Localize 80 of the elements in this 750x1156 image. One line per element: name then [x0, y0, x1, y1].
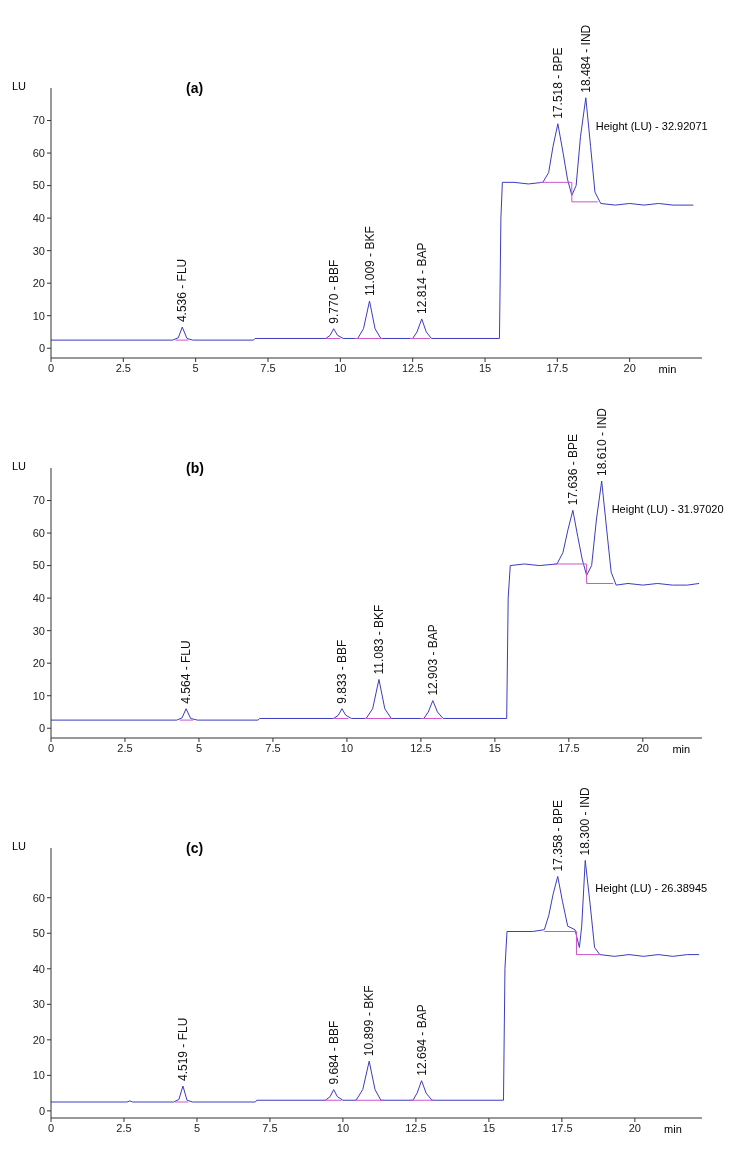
y-tick-label: 0	[38, 722, 45, 735]
y-axis-title: LU	[12, 460, 27, 472]
y-tick-label: 10	[32, 1069, 45, 1082]
annotation: 11.083 - BKF	[371, 604, 386, 675]
x-tick-label: 12.5	[410, 741, 432, 754]
x-tick-label: 0	[47, 361, 55, 374]
x-tick-label: 2.5	[117, 741, 133, 754]
annotation: 4.519 - FLU	[175, 1017, 190, 1082]
y-tick-label: 0	[38, 1104, 45, 1117]
annotation: 10.899 - BKF	[362, 985, 377, 1057]
annotation: 9.770 - BBF	[326, 259, 341, 324]
y-tick-label: 60	[32, 146, 45, 159]
y-tick-label: 20	[32, 1033, 45, 1046]
y-tick-label: 40	[32, 592, 45, 605]
annotation: Height (LU) - 32.92071	[595, 119, 708, 132]
y-tick-label: 50	[32, 559, 45, 572]
annotation: 11.009 - BKF	[362, 226, 377, 297]
annotation: 18.610 - IND	[594, 407, 609, 477]
y-tick-label: 0	[38, 342, 45, 355]
annotation: 4.536 - FLU	[175, 258, 190, 323]
x-tick-label: 2.5	[115, 361, 131, 374]
x-tick-label: 15	[478, 361, 492, 374]
y-tick-label: 10	[32, 689, 45, 702]
x-tick-label: 17.5	[558, 741, 580, 754]
annotation: 18.300 - IND	[578, 787, 593, 856]
annotation: 17.358 - BPE	[550, 800, 565, 872]
x-tick-label: 10	[340, 741, 354, 754]
x-tick-label: 12.5	[405, 1121, 427, 1134]
y-tick-label: 30	[32, 624, 45, 637]
x-tick-label: 17.5	[546, 361, 569, 374]
y-tick-label: 40	[32, 962, 45, 975]
x-tick-label: 0	[47, 741, 55, 754]
y-tick-label: 20	[32, 657, 45, 670]
x-tick-label: 20	[623, 361, 636, 374]
x-tick-label: 5	[195, 741, 203, 754]
annotation: 9.684 - BBF	[326, 1020, 341, 1085]
y-tick-label: 30	[32, 244, 45, 257]
y-axis-title: LU	[12, 80, 27, 92]
x-tick-label: 2.5	[116, 1121, 132, 1134]
annotation: 12.903 - BAP	[425, 624, 440, 696]
x-tick-label: 20	[636, 741, 649, 754]
chart-title: (c)	[186, 840, 204, 856]
y-axis-title: LU	[12, 840, 27, 852]
x-tick-label: 7.5	[262, 1121, 278, 1134]
annotation: 12.814 - BAP	[414, 242, 429, 314]
x-axis-title: min	[658, 363, 677, 375]
y-tick-label: 30	[32, 998, 45, 1011]
annotation: 12.694 - BAP	[414, 1004, 429, 1076]
annotation: 17.636 - BPE	[565, 433, 580, 506]
y-tick-label: 10	[32, 309, 45, 322]
x-tick-label: 5	[192, 361, 199, 374]
x-tick-label: 20	[628, 1121, 641, 1134]
y-tick-label: 50	[32, 179, 45, 192]
y-tick-label: 70	[32, 494, 45, 507]
x-tick-label: 5	[193, 1121, 201, 1134]
annotation: 17.518 - BPE	[550, 47, 565, 119]
chart-title: (a)	[186, 80, 204, 96]
y-tick-label: 60	[32, 891, 45, 904]
x-tick-label: 15	[482, 1121, 496, 1134]
x-tick-label: 7.5	[260, 361, 276, 374]
x-axis-title: min	[664, 1123, 682, 1135]
annotation: Height (LU) - 26.38945	[595, 882, 708, 895]
x-tick-label: 7.5	[265, 741, 281, 754]
x-tick-label: 12.5	[401, 361, 424, 374]
x-tick-label: 0	[47, 1121, 55, 1134]
x-tick-label: 17.5	[551, 1121, 573, 1134]
x-axis-title: min	[672, 743, 691, 755]
annotation: 18.484 - IND	[578, 24, 593, 93]
annotation: 4.564 - FLU	[179, 640, 194, 704]
chart-title: (b)	[186, 460, 204, 476]
y-tick-label: 70	[32, 114, 45, 127]
x-tick-label: 15	[488, 741, 501, 754]
y-tick-label: 20	[32, 277, 45, 290]
annotation: Height (LU) - 31.97020	[611, 503, 724, 515]
x-tick-label: 10	[334, 361, 347, 374]
y-tick-label: 40	[32, 212, 45, 225]
y-tick-label: 60	[32, 526, 45, 539]
annotation: 9.833 - BBF	[334, 639, 349, 704]
x-tick-label: 10	[336, 1121, 350, 1134]
y-tick-label: 50	[32, 927, 45, 940]
